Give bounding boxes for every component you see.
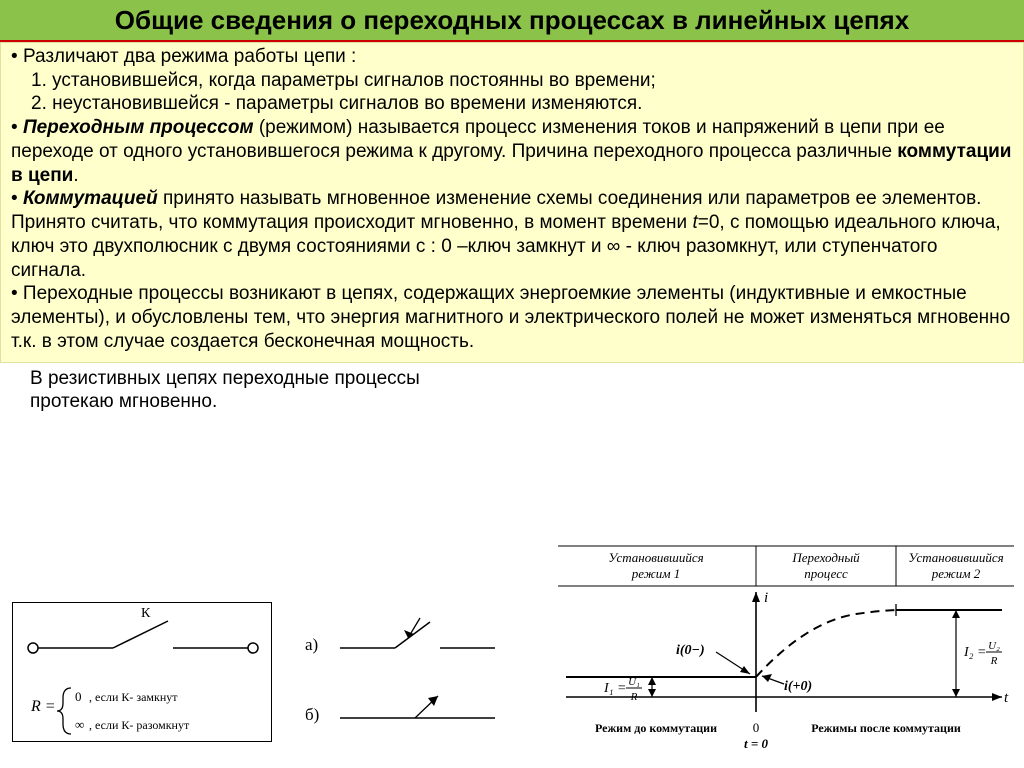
- label-b: б): [305, 705, 319, 724]
- switch-diagram: К R = 0 , если К- замкнут ∞ , если К- ра…: [12, 602, 272, 742]
- line-3: 2. неустановившейся - параметры сигналов…: [11, 92, 1013, 116]
- svg-text:U₁: U₁: [628, 676, 640, 688]
- y-axis-label: i: [764, 590, 768, 606]
- line-1: Различают два режима работы цепи :: [23, 46, 356, 67]
- text-4b: (режимом: [254, 117, 347, 138]
- svg-text:R: R: [630, 691, 638, 703]
- x-axis-label: t: [1004, 690, 1009, 706]
- bottom-left-label: Режим до коммутации: [595, 721, 717, 735]
- svg-text:режим 1: режим 1: [631, 566, 681, 581]
- I2-label: I₂ =: [963, 645, 986, 660]
- ab-diagram: а) б): [300, 610, 510, 740]
- para-transient: • Переходным процессом (режимом) называе…: [11, 116, 1013, 187]
- below-text: В резистивных цепях переходные процессы …: [0, 363, 1024, 419]
- para-energy: • Переходные процессы возникают в цепях,…: [11, 282, 1013, 353]
- bullet-mark-2: •: [11, 117, 18, 138]
- title-bar: Общие сведения о переходных процессах в …: [0, 0, 1024, 42]
- label-regime1: Установившийся: [608, 550, 703, 565]
- svg-text:режим 2: режим 2: [931, 566, 981, 581]
- svg-text:процесс: процесс: [804, 566, 848, 581]
- content-box: • Различают два режима работы цепи : 1. …: [0, 42, 1024, 363]
- svg-text:R: R: [990, 655, 998, 667]
- R-cond1: , если К- замкнут: [89, 690, 178, 704]
- R-zero: 0: [75, 689, 82, 704]
- line-8: протекаю мгновенно.: [10, 390, 1014, 414]
- transient-graph: Установившийся режим 1 Переходный процес…: [556, 542, 1016, 760]
- para-commutation: • Коммутацией принято называть мгновенно…: [11, 187, 1013, 282]
- switch-K-label: К: [141, 606, 151, 621]
- i-0plus: i(+0): [784, 679, 812, 694]
- page-title: Общие сведения о переходных процессах в …: [10, 6, 1014, 36]
- R-inf: ∞: [75, 717, 84, 732]
- line-7: В резистивных цепях переходные процессы: [10, 367, 1014, 391]
- line-2: 1. установившейся, когда параметры сигна…: [11, 69, 1013, 93]
- label-a: а): [305, 635, 318, 654]
- term-commutation-def: Коммутацией: [23, 188, 158, 209]
- i-0minus: i(0−): [676, 643, 705, 658]
- R-label: R =: [30, 698, 56, 715]
- bullet-mark: •: [11, 46, 18, 67]
- svg-text:U₂: U₂: [988, 640, 1000, 652]
- I1-label: I₁ =: [603, 681, 626, 696]
- bullet-1: • Различают два режима работы цепи :: [11, 45, 1013, 69]
- diagrams-area: К R = 0 , если К- замкнут ∞ , если К- ра…: [0, 542, 1024, 762]
- text-4e: .: [73, 165, 78, 186]
- bottom-right-label: Режимы после коммутации: [811, 721, 961, 735]
- label-regime2: Установившийся: [908, 550, 1003, 565]
- label-transient: Переходный: [791, 550, 860, 565]
- origin-0: 0: [753, 720, 760, 735]
- R-cond2: , если К- разомкнут: [89, 718, 190, 732]
- term-transient: Переходным процессом: [23, 117, 254, 138]
- t-eq-0: t = 0: [744, 736, 769, 751]
- bullet-mark-3: •: [11, 188, 18, 209]
